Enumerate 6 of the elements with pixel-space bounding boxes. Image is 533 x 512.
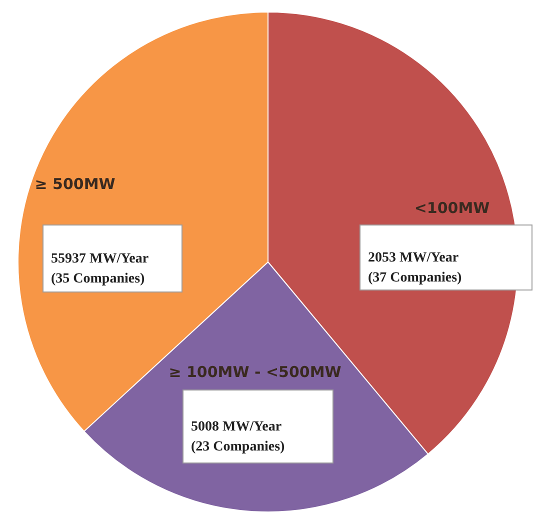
data-label: 5008 MW/Year (23 Companies) (191, 420, 286, 454)
data-label: 2053 MW/Year (37 Companies) (368, 250, 462, 286)
slice-label: ≥ 500MW (34, 175, 116, 193)
slice-label: <100MW (414, 199, 490, 217)
slice-label: ≥ 100MW - <500MW (168, 363, 342, 381)
data-label: 55937 MW/Year (35 Companies) (51, 252, 149, 286)
